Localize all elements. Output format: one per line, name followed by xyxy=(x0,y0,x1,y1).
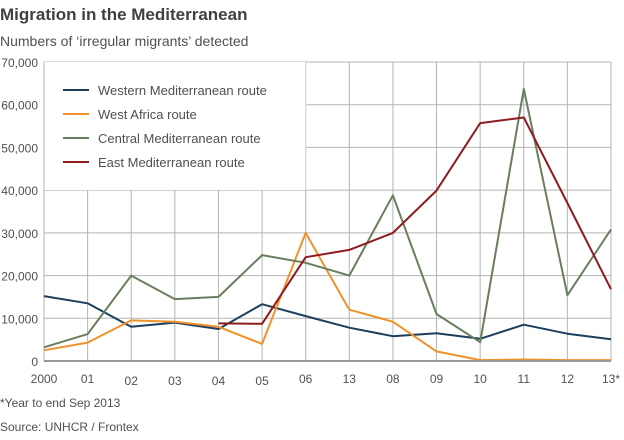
x-tick-label: 11 xyxy=(518,372,531,386)
x-tick-label: 2000 xyxy=(31,372,58,386)
y-tick-label: 20,000 xyxy=(1,270,38,284)
y-tick-label: 70,000 xyxy=(1,56,38,70)
series-line-east-mediterranean-route xyxy=(218,116,612,325)
x-tick-label: 04 xyxy=(212,374,226,388)
y-tick-label: 60,000 xyxy=(1,99,38,113)
source-note: Source: UNHCR / Frontex xyxy=(0,420,139,434)
y-tick-label: 0 xyxy=(31,355,38,369)
x-tick-label: 13 xyxy=(343,372,357,386)
series-line-western-mediterranean-route xyxy=(43,295,612,341)
legend-label: East Mediterranean route xyxy=(98,155,245,170)
x-tick-label: 06 xyxy=(299,372,313,386)
y-tick-label: 40,000 xyxy=(1,184,38,198)
x-tick-label: 10 xyxy=(473,372,487,386)
x-tick-label: 13* xyxy=(602,372,620,386)
y-tick-label: 50,000 xyxy=(1,141,38,155)
legend-label: West Africa route xyxy=(98,107,197,122)
x-tick-label: 03 xyxy=(168,374,182,388)
y-tick-label: 30,000 xyxy=(1,227,38,241)
x-tick-label: 05 xyxy=(255,374,269,388)
legend-label: Western Mediterranean route xyxy=(98,83,267,98)
chart-title: Migration in the Mediterranean xyxy=(0,5,248,24)
x-tick-label: 09 xyxy=(430,372,444,386)
x-tick-label: 12 xyxy=(561,372,575,386)
x-tick-label: 01 xyxy=(81,372,95,386)
footnote: *Year to end Sep 2013 xyxy=(0,396,121,410)
x-tick-label: 02 xyxy=(125,374,139,388)
series-line-west-africa-route xyxy=(43,231,611,362)
y-tick-label: 10,000 xyxy=(1,312,38,326)
legend-label: Central Mediterranean route xyxy=(98,131,261,146)
legend-background xyxy=(44,62,306,190)
series-line-central-mediterranean-route xyxy=(43,87,612,349)
x-tick-label: 08 xyxy=(386,372,400,386)
chart-subtitle: Numbers of ‘irregular migrants’ detected xyxy=(0,33,249,49)
